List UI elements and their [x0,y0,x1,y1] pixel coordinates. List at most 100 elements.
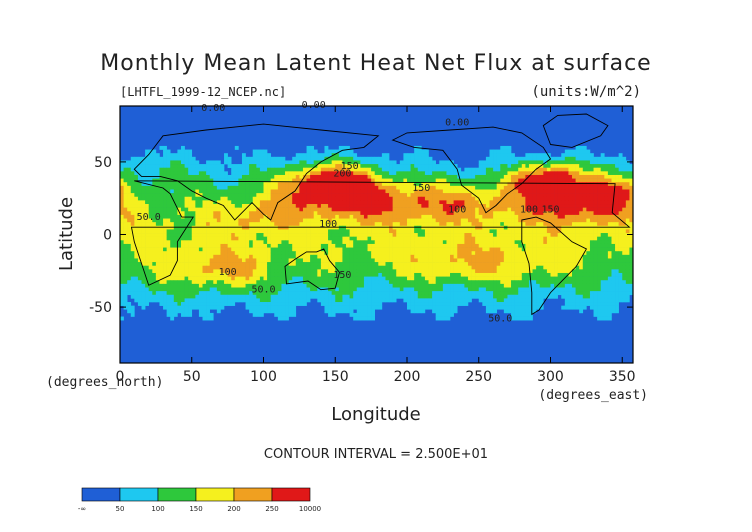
field-cell [428,193,433,198]
field-cell [274,247,279,252]
field-cell [539,171,544,176]
field-cell [525,153,530,158]
field-cell [213,276,218,281]
field-cell [324,280,329,285]
field-cell [503,265,508,270]
field-cell [184,229,189,234]
field-cell [310,145,315,150]
field-cell [607,211,612,216]
field-cell [518,225,523,230]
field-cell [220,200,225,205]
field-cell [528,243,533,248]
field-cell [615,269,619,274]
field-cell [277,164,282,169]
field-cell [579,247,584,252]
field-cell [227,280,232,285]
field-cell [173,185,178,190]
field-cell [446,243,451,248]
field-cell [145,240,149,245]
field-cell [148,236,153,241]
field-cell [277,243,282,248]
field-cell [478,185,483,190]
field-cell [532,272,537,277]
field-cell [593,156,598,161]
field-cell [259,233,264,237]
field-cell [536,276,541,281]
field-cell [600,272,605,277]
field-cell [310,214,315,219]
field-cell [320,272,325,277]
field-cell [360,229,365,234]
field-cell [285,200,289,205]
field-cell [460,222,465,227]
field-cell [525,193,530,198]
field-cell [216,251,221,256]
field-cell [338,160,343,165]
field-cell [367,182,372,187]
field-cell [507,171,512,176]
field-cell [389,233,393,237]
field-cell [241,236,246,241]
field-cell [159,222,164,227]
field-cell [514,182,519,187]
field-cell [528,171,533,176]
field-cell [557,240,562,245]
field-cell [493,262,497,267]
field-cell [597,200,602,205]
field-cell [385,276,390,281]
field-cell [403,196,408,201]
field-cell [145,196,149,201]
field-cell [152,207,157,212]
field-cell [615,247,619,252]
field-cell [385,185,390,190]
field-cell [137,196,142,201]
field-cell [589,243,594,248]
field-cell [489,265,494,270]
field-cell [568,207,573,212]
field-cell [159,200,164,205]
field-cell [238,233,243,237]
field-cell [145,207,149,212]
field-cell [184,218,189,223]
field-cell [514,243,519,248]
field-cell [363,167,368,172]
field-cell [572,156,576,161]
field-cell [532,229,537,234]
field-cell [424,156,429,161]
field-cell [216,182,221,187]
field-cell [625,218,630,223]
field-cell [195,200,200,205]
field-cell [478,164,483,169]
field-cell [259,189,264,194]
field-cell [514,236,519,241]
field-cell [141,272,146,277]
field-cell [622,156,627,161]
field-cell [177,247,182,252]
field-cell [528,225,533,230]
field-cell [467,269,472,274]
field-cell [188,171,193,176]
field-cell [435,214,440,219]
field-cell [482,236,487,241]
field-cell [546,196,551,201]
field-cell [446,189,451,194]
field-cell [503,182,508,187]
field-cell [629,276,634,281]
field-cell [159,145,164,150]
field-cell [252,207,257,212]
field-cell [224,225,228,230]
field-cell [428,247,433,252]
field-cell [256,193,261,198]
field-cell [285,218,289,223]
field-cell [546,164,551,169]
field-cell [209,272,214,277]
field-cell [356,222,361,227]
field-cell [338,211,343,216]
field-cell [374,189,379,194]
field-cell [356,258,361,263]
field-cell [349,280,354,285]
field-cell [349,225,354,230]
field-cell [259,222,264,227]
field-cell [256,164,261,169]
field-cell [371,193,376,198]
